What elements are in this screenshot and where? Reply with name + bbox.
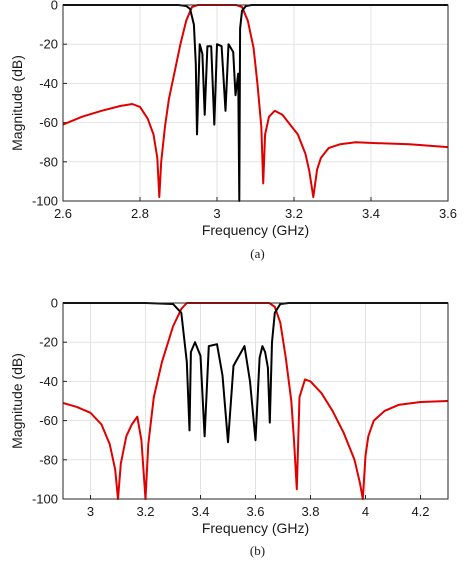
x-axis-label: Frequency (GHz) [202, 520, 309, 536]
x-tick-label: 3.2 [285, 206, 303, 221]
x-tick-label: 2.6 [54, 206, 72, 221]
y-tick-label: 0 [51, 0, 58, 13]
series-line-black [63, 4, 448, 202]
y-tick-label: -40 [39, 76, 58, 91]
series-group [63, 4, 448, 202]
y-tick-label: -100 [32, 492, 58, 507]
series-line-black [63, 302, 448, 444]
x-tick-label: 3.6 [439, 206, 457, 221]
y-axis-label: Magnitude (dB) [9, 353, 25, 449]
x-tick-label: 4 [362, 504, 369, 519]
y-tick-label: -60 [39, 413, 58, 428]
x-tick-label: 2.8 [131, 206, 149, 221]
y-axis-label: Magnitude (dB) [9, 55, 25, 151]
axes-frame [62, 4, 449, 202]
y-tick-label: -20 [39, 335, 58, 350]
x-tick-label: 4.2 [411, 504, 429, 519]
y-tick-label: -100 [32, 194, 58, 209]
x-tick-label: 3 [87, 504, 94, 519]
y-tick-label: -20 [39, 37, 58, 52]
plot-area [63, 5, 448, 201]
series-line-red [63, 4, 448, 199]
x-tick-label: 3.8 [301, 504, 319, 519]
x-tick-label: 3.4 [191, 504, 209, 519]
x-tick-label: 3 [213, 206, 220, 221]
y-tick-label: -80 [39, 154, 58, 169]
panel-caption: (b) [250, 543, 265, 558]
y-tick-label: -60 [39, 115, 58, 130]
x-axis-label: Frequency (GHz) [202, 222, 309, 238]
y-tick-label: -40 [39, 374, 58, 389]
chart-panel-b: 3 3.2 3.4 3.6 3.8 4 4.2 0 -20 -40 -60 -80 -100 Freque… [9, 296, 449, 558]
chart-panel-a: 2.6 2.8 3 3.2 3.4 3.6 0 -20 -40 -60 -80 -100 Frequen… [9, 0, 457, 261]
x-tick-label: 3.6 [246, 504, 264, 519]
axes-frame [62, 302, 449, 500]
y-tick-label: 0 [51, 296, 58, 311]
panel-caption: (a) [250, 246, 264, 261]
x-tick-label: 3.4 [362, 206, 380, 221]
x-tick-label: 3.2 [136, 504, 154, 519]
y-tick-label: -80 [39, 452, 58, 467]
